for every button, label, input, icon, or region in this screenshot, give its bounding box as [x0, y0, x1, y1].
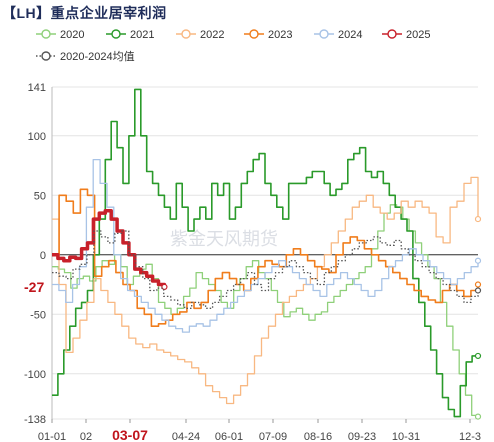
y-axis: 141 100 50 0 -50 -100 -138	[24, 82, 53, 426]
legend-label: 2021	[130, 29, 154, 41]
x-axis: 01-01 02 03-07 04-24 06-01 07-09 08-16 09-23 10-…	[38, 419, 481, 442]
x-tick-label: 02	[80, 431, 92, 442]
legend-item-2025[interactable]: 2025	[382, 29, 430, 41]
current-markers: -27	[24, 279, 44, 295]
current-value-label: -27	[24, 279, 44, 295]
y-tick-label: 50	[34, 190, 46, 202]
legend-label: 2023	[268, 29, 292, 41]
series-end-point	[474, 257, 482, 264]
legend-item-2022[interactable]: 2022	[176, 29, 224, 41]
watermark: 紫金天风期货	[170, 229, 278, 250]
series-end-point	[474, 281, 482, 288]
x-tick-label: 08-16	[304, 431, 332, 442]
legend: 2020 2021 2022 2023 2024 2025 2020-2024均值	[36, 29, 430, 63]
x-tick-label: 04-24	[172, 431, 200, 442]
series-end-point	[161, 283, 168, 291]
legend-item-2021[interactable]: 2021	[106, 29, 154, 41]
series-line-2020-2024均值	[52, 230, 479, 309]
series-line-2022	[52, 176, 479, 405]
legend-label: 2020	[60, 29, 84, 41]
x-tick-label: 10-31	[392, 431, 420, 442]
series-lines	[52, 88, 482, 420]
legend-item-2020-2024均值[interactable]: 2020-2024均值	[36, 50, 135, 63]
series-end-point	[474, 287, 482, 294]
series-end-point	[474, 352, 482, 360]
series-line-2024	[52, 158, 479, 333]
y-tick-label: 0	[40, 250, 46, 262]
x-tick-label: 01-01	[38, 431, 66, 442]
legend-item-2020[interactable]: 2020	[36, 29, 84, 41]
x-tick-label-current: 03-07	[112, 427, 148, 442]
y-tick-label: -138	[24, 414, 46, 426]
legend-label: 2024	[338, 29, 362, 41]
legend-item-2024[interactable]: 2024	[314, 29, 362, 41]
series-line-2025	[52, 209, 167, 287]
legend-label: 2022	[200, 29, 224, 41]
chart-title: 【LH】重点企业居宰利润	[2, 5, 167, 21]
legend-label: 2025	[406, 29, 430, 41]
x-tick-label: 12-3	[459, 431, 481, 442]
x-tick-label: 06-01	[215, 431, 243, 442]
series-end-point	[474, 215, 482, 223]
x-tick-label: 07-09	[259, 431, 287, 442]
x-tick-label: 09-23	[348, 431, 376, 442]
y-tick-label: 141	[28, 82, 46, 94]
y-tick-label: -50	[30, 309, 46, 321]
legend-item-2023[interactable]: 2023	[244, 29, 292, 41]
y-tick-label: 100	[28, 131, 46, 143]
gridlines	[52, 86, 478, 420]
series-line-2021	[52, 88, 478, 418]
series-end-point	[474, 413, 482, 420]
legend-label: 2020-2024均值	[60, 50, 135, 63]
series-line-2023	[52, 188, 479, 327]
y-tick-label: -100	[24, 369, 46, 381]
